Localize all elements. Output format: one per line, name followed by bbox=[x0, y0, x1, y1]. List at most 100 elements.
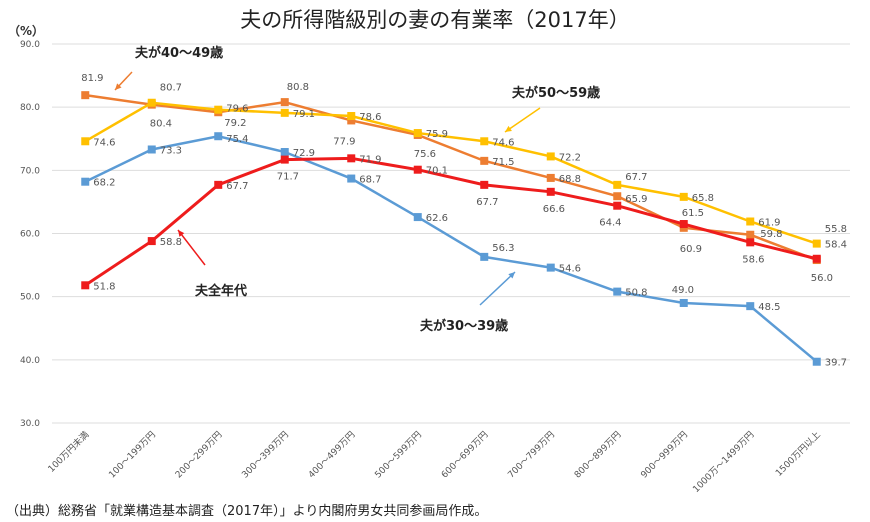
data-point bbox=[81, 91, 90, 100]
data-point bbox=[81, 177, 90, 186]
data-label: 54.6 bbox=[559, 264, 581, 275]
data-point bbox=[347, 112, 356, 121]
data-point bbox=[613, 192, 622, 201]
y-tick-label: 70.0 bbox=[20, 166, 40, 176]
annotation-arrow bbox=[479, 271, 516, 306]
data-point bbox=[746, 230, 755, 239]
data-label: 58.6 bbox=[742, 254, 764, 265]
data-label: 67.7 bbox=[476, 197, 498, 208]
arrow-head-icon bbox=[508, 272, 515, 279]
x-tick-label: 200～299万円 bbox=[173, 429, 224, 480]
y-tick-label: 40.0 bbox=[20, 356, 40, 366]
data-point bbox=[613, 201, 622, 210]
data-label: 79.2 bbox=[224, 118, 246, 129]
data-label: 56.0 bbox=[811, 273, 833, 284]
data-label: 50.8 bbox=[625, 288, 647, 299]
data-label: 71.9 bbox=[359, 154, 381, 165]
data-label: 59.8 bbox=[760, 229, 782, 240]
data-point bbox=[147, 98, 156, 107]
data-point bbox=[81, 281, 90, 290]
data-point bbox=[214, 105, 223, 114]
data-label: 68.8 bbox=[559, 174, 581, 185]
series-annotation: 夫が40～49歳 bbox=[135, 45, 223, 61]
data-point bbox=[280, 155, 289, 164]
data-point bbox=[746, 302, 755, 311]
data-label: 58.4 bbox=[825, 240, 847, 251]
data-label: 75.6 bbox=[414, 149, 436, 160]
data-label: 65.9 bbox=[625, 194, 647, 205]
x-tick-label: 1000万～1499万円 bbox=[691, 429, 757, 495]
data-point bbox=[613, 287, 622, 296]
data-label: 72.9 bbox=[293, 148, 315, 159]
data-point bbox=[480, 137, 489, 146]
arrow-head-icon bbox=[115, 83, 122, 90]
y-tick-label: 90.0 bbox=[20, 40, 40, 50]
series-annotation: 夫全年代 bbox=[195, 283, 247, 299]
data-point bbox=[679, 298, 688, 307]
data-point bbox=[81, 137, 90, 146]
data-label: 79.6 bbox=[226, 104, 248, 115]
data-label: 80.7 bbox=[160, 83, 182, 94]
data-label: 61.9 bbox=[758, 217, 780, 228]
data-point bbox=[347, 174, 356, 183]
arrow-head-icon bbox=[505, 125, 512, 132]
data-label: 78.6 bbox=[359, 112, 381, 123]
data-label: 51.8 bbox=[93, 281, 115, 292]
data-point bbox=[746, 238, 755, 247]
data-label: 61.5 bbox=[682, 208, 704, 219]
x-tick-label: 600～699万円 bbox=[439, 429, 490, 480]
data-label: 74.6 bbox=[492, 137, 514, 148]
y-tick-label: 80.0 bbox=[20, 103, 40, 113]
data-label: 70.1 bbox=[426, 166, 448, 177]
data-label: 64.4 bbox=[599, 218, 621, 229]
x-tick-label: 400～499万円 bbox=[306, 429, 357, 480]
x-tick-label: 300～399万円 bbox=[240, 429, 291, 480]
data-point bbox=[613, 180, 622, 189]
y-tick-label: 50.0 bbox=[20, 293, 40, 303]
data-label: 65.8 bbox=[692, 193, 714, 204]
data-point bbox=[280, 108, 289, 117]
x-tick-label: 700～799万円 bbox=[506, 429, 557, 480]
y-tick-label: 30.0 bbox=[20, 419, 40, 429]
data-label: 80.4 bbox=[150, 119, 172, 130]
data-point bbox=[746, 217, 755, 226]
data-point bbox=[347, 116, 356, 125]
data-label: 60.9 bbox=[680, 244, 702, 255]
data-point bbox=[546, 263, 555, 272]
data-label: 75.4 bbox=[226, 134, 248, 145]
data-point bbox=[546, 187, 555, 196]
data-point bbox=[280, 98, 289, 107]
data-point bbox=[546, 152, 555, 161]
data-label: 75.9 bbox=[426, 129, 448, 140]
series-annotation: 夫が50～59歳 bbox=[512, 85, 600, 101]
data-label: 74.6 bbox=[93, 137, 115, 148]
data-point bbox=[214, 132, 223, 141]
data-point bbox=[214, 180, 223, 189]
data-label: 71.7 bbox=[277, 172, 299, 183]
data-point bbox=[812, 239, 821, 248]
data-label: 62.6 bbox=[426, 213, 448, 224]
data-label: 80.8 bbox=[287, 82, 309, 93]
data-label: 58.8 bbox=[160, 237, 182, 248]
data-label: 48.5 bbox=[758, 302, 780, 313]
data-point bbox=[546, 173, 555, 182]
data-label: 55.8 bbox=[825, 224, 847, 235]
series-line-0 bbox=[84, 156, 818, 287]
data-point bbox=[147, 237, 156, 246]
x-tick-label: 500～599万円 bbox=[373, 429, 424, 480]
annotation-arrow bbox=[177, 229, 206, 266]
data-point bbox=[147, 145, 156, 154]
data-label: 67.7 bbox=[226, 181, 248, 192]
data-label: 39.7 bbox=[825, 358, 847, 369]
data-point bbox=[679, 192, 688, 201]
data-point bbox=[812, 254, 821, 263]
x-tick-label: 800～899万円 bbox=[572, 429, 623, 480]
data-label: 72.2 bbox=[559, 152, 581, 163]
y-axis-unit: （%） bbox=[8, 24, 45, 38]
data-label: 68.7 bbox=[359, 175, 381, 186]
data-point bbox=[413, 129, 422, 138]
y-tick-label: 60.0 bbox=[20, 230, 40, 240]
data-point bbox=[413, 165, 422, 174]
